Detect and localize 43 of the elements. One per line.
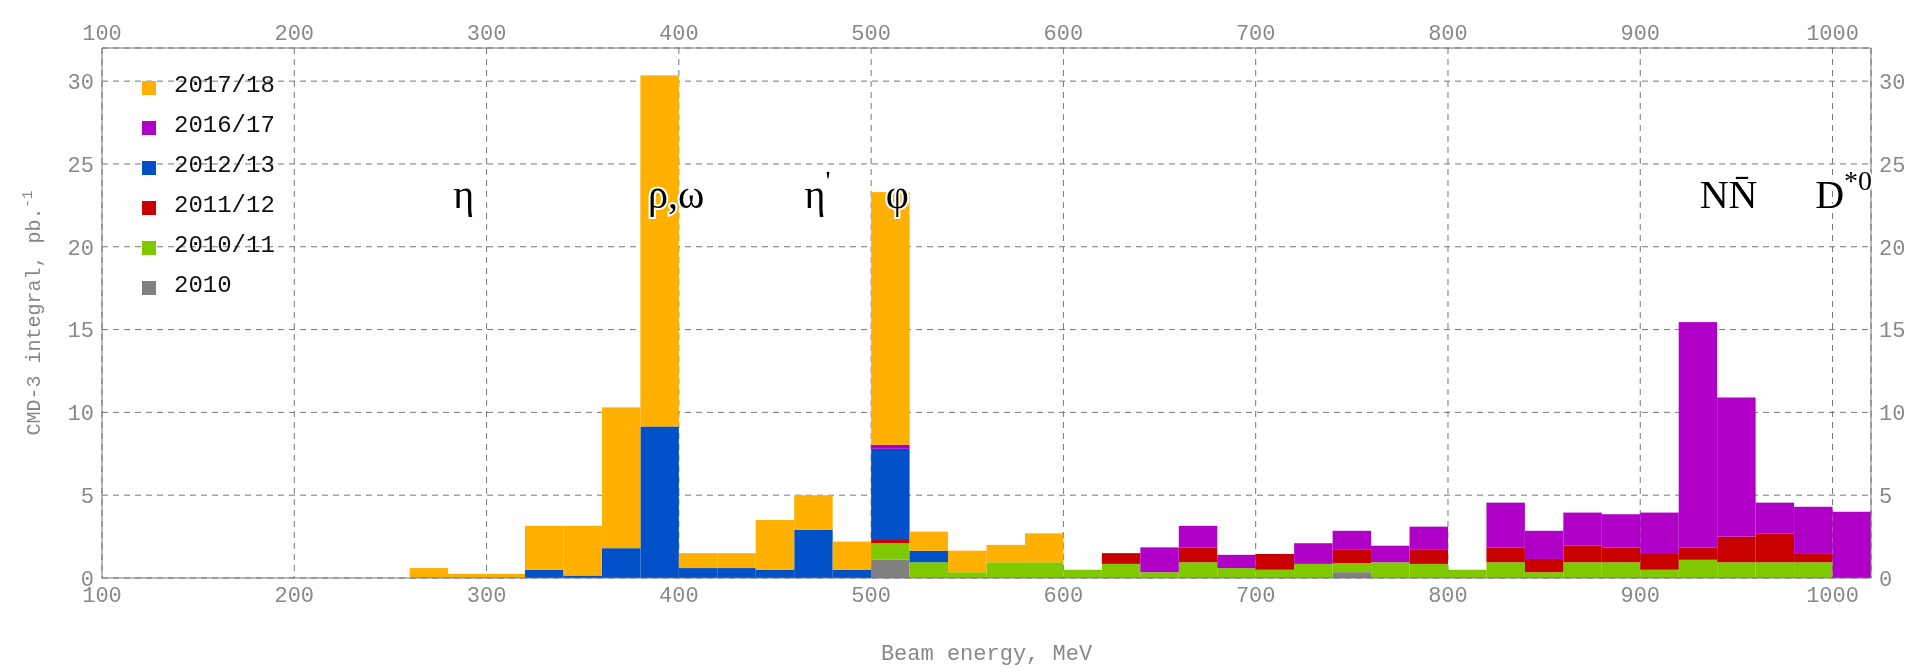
x-tick-label: 300: [466, 22, 507, 47]
legend-label: 2016/17: [174, 112, 275, 139]
x2-tick-label: 500: [851, 583, 891, 609]
y2-tick-label: 25: [1879, 153, 1906, 179]
annotation: η$^{'}$: [804, 165, 831, 218]
annotation: D$^{*0}$: [1815, 165, 1873, 218]
y-tick-label: 25: [67, 153, 94, 179]
y2-tick-label: 0: [1879, 567, 1893, 593]
x2-tick-label: 800: [1428, 583, 1468, 609]
x-tick-label: 1000: [1806, 22, 1859, 47]
y-tick-label: 5: [80, 485, 94, 510]
x-tick-label: 700: [1235, 22, 1276, 47]
y-tick-label: 30: [67, 70, 94, 96]
x-tick-label: 600: [1043, 22, 1084, 47]
y2-tick-label: 10: [1879, 402, 1906, 428]
x2-tick-label: 1000: [1806, 583, 1859, 609]
x-tick-label: 800: [1428, 22, 1468, 47]
x-axis-title: Beam energy, MeV: [880, 642, 1093, 667]
legend-label: 2012/13: [174, 152, 275, 179]
x-tick-label: 900: [1620, 22, 1661, 47]
legend-label: 2017/18: [174, 72, 275, 99]
y2-tick-label: 5: [1879, 485, 1893, 510]
legend-label: 2011/12: [174, 192, 275, 219]
y-tick-label: 15: [67, 319, 94, 345]
y2-tick-label: 30: [1879, 70, 1906, 96]
annotation: η: [453, 172, 475, 218]
x2-tick-label: 200: [274, 583, 315, 609]
legend-label: 2010: [174, 272, 232, 299]
y-tick-label: 10: [67, 402, 94, 428]
y-tick-label: 20: [67, 236, 94, 262]
x-tick-label: 100: [82, 22, 122, 47]
y2-tick-label: 20: [1879, 236, 1906, 262]
annotation: NN̄: [1699, 172, 1758, 218]
x2-tick-label: 300: [466, 583, 507, 609]
x2-tick-label: 900: [1620, 583, 1661, 609]
x2-tick-label: 400: [659, 583, 699, 609]
x-tick-label: 400: [659, 22, 699, 47]
x2-tick-label: 600: [1043, 583, 1084, 609]
x2-tick-label: 700: [1235, 583, 1276, 609]
y2-tick-label: 15: [1879, 319, 1906, 345]
legend-label: 2010/11: [174, 232, 275, 259]
x-tick-label: 200: [274, 22, 315, 47]
x-tick-label: 500: [851, 22, 891, 47]
